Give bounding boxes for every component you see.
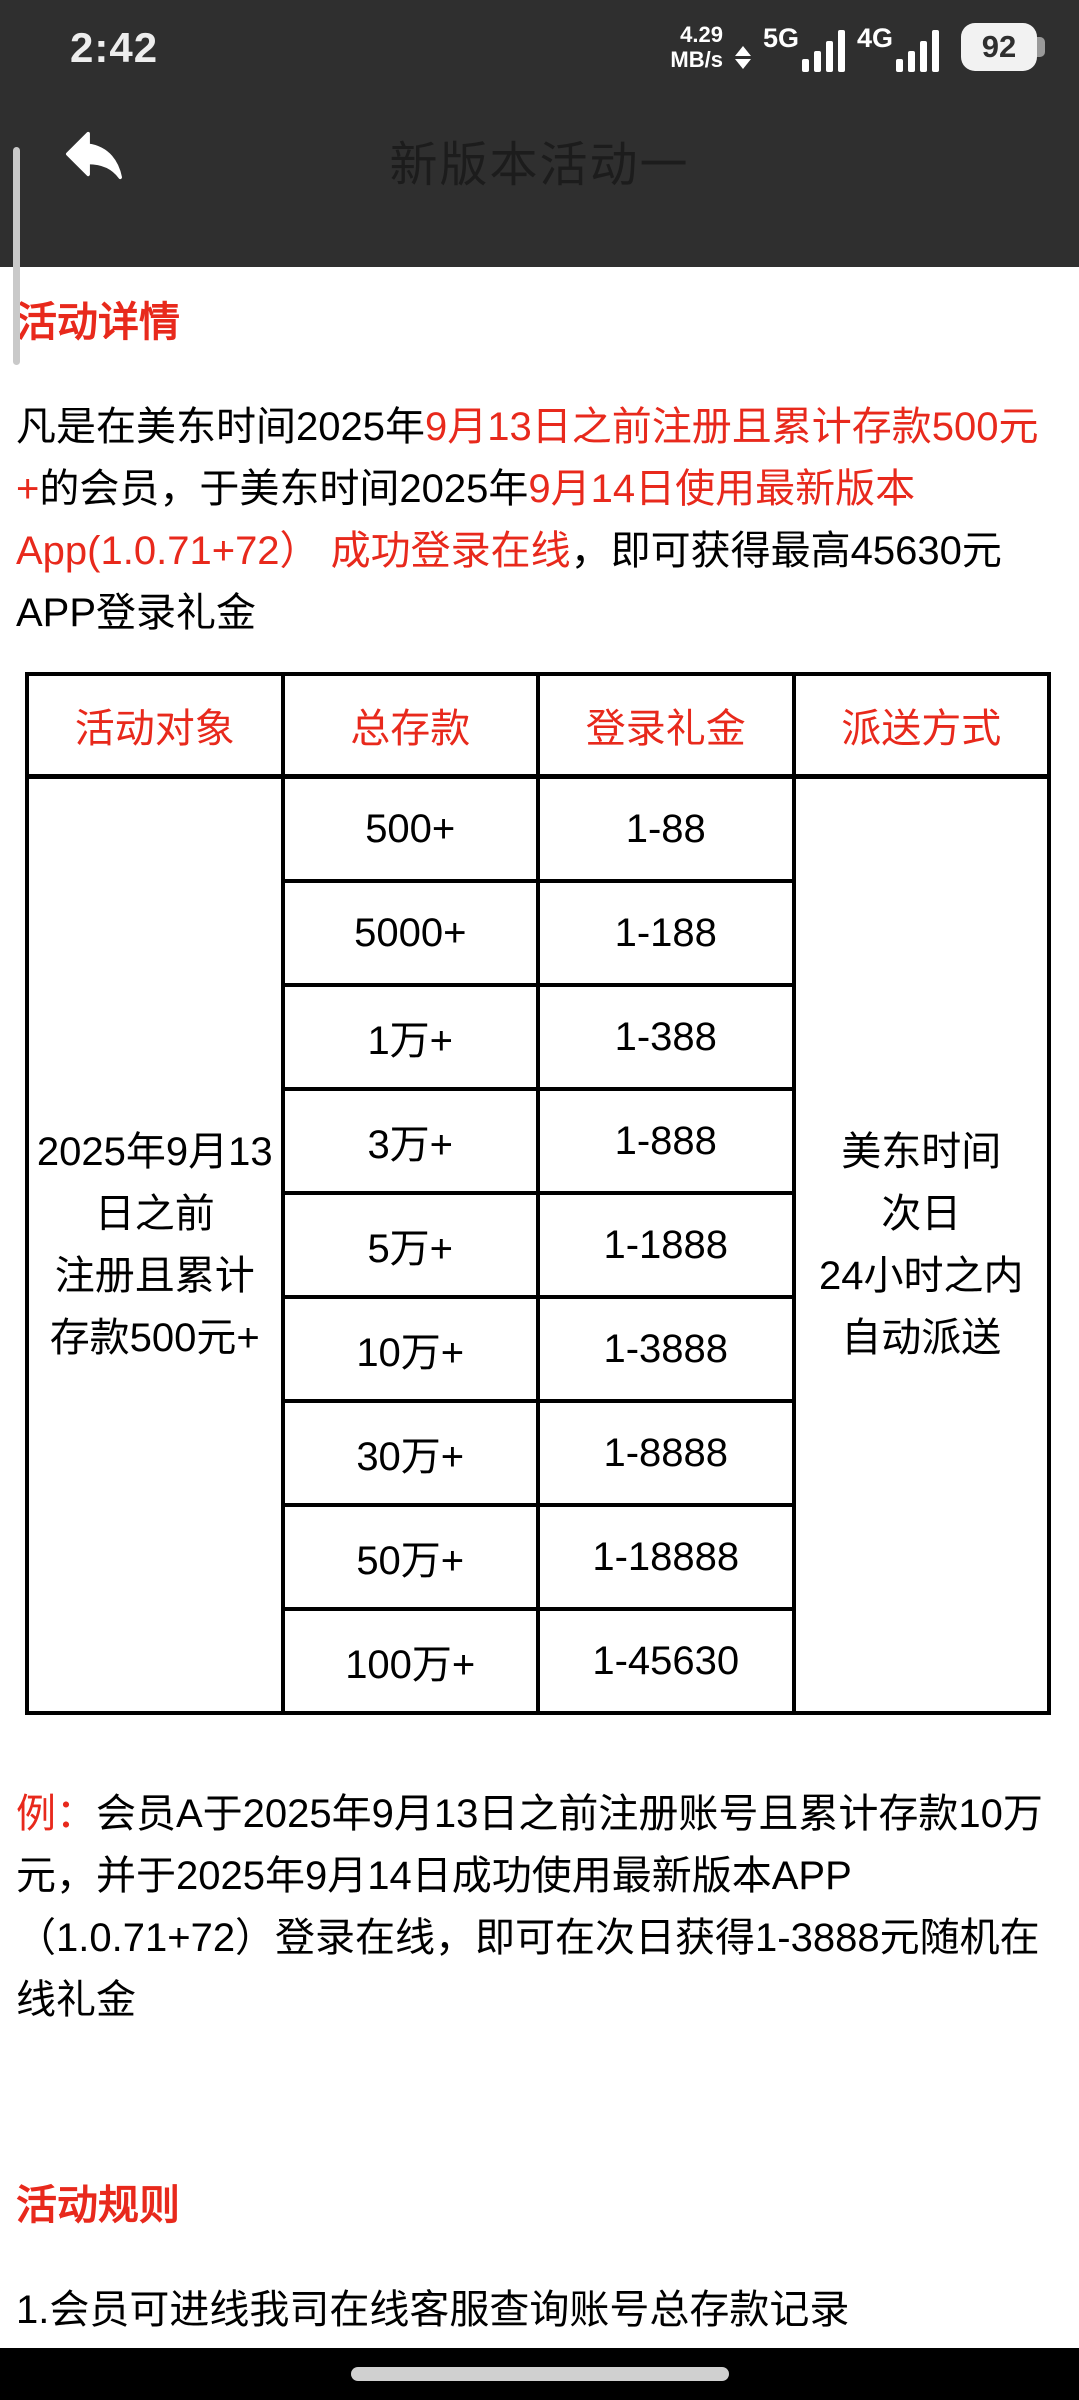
delivery-cell: 美东时间 次日 24小时之内 自动派送: [791, 774, 1051, 1715]
scrollbar-thumb[interactable]: [13, 147, 20, 365]
text-segment: ，即可获得最高45630元APP登录礼金: [16, 529, 1002, 635]
bonus-cell: 1-388: [536, 983, 796, 1091]
table-row: 2025年9月13日之前 注册且累计存款500元+ 500+ 1-88 美东时间 次日 24…: [25, 774, 1051, 1715]
page-title: 新版本活动一: [389, 139, 690, 192]
sim1-label: 5G: [762, 23, 799, 53]
deposit-cell: 1万+: [280, 983, 540, 1091]
rules-heading: 活动规则: [16, 2182, 180, 2228]
bonus-cell: 1-8888: [536, 1399, 796, 1507]
battery-level: 92: [981, 29, 1017, 64]
back-button[interactable]: [57, 119, 131, 189]
text-segment: 的会员，于美东时间2025年: [39, 467, 529, 511]
speed-unit: MB/s: [670, 47, 723, 72]
sim2-network: 4G: [857, 25, 939, 72]
sim2-label: 4G: [856, 23, 893, 53]
deposit-cell: 100万+: [280, 1607, 540, 1715]
deposit-cell: 5000+: [280, 879, 540, 987]
status-bar: 2:42 4.29 MB/s 5G: [0, 0, 1079, 72]
nav-header: 新版本活动一: [0, 97, 1079, 217]
table-header-row: 活动对象 总存款 登录礼金 派送方式: [25, 672, 1051, 779]
deposit-cell: 5万+: [280, 1191, 540, 1299]
bonus-cell: 1-888: [536, 1087, 796, 1195]
col-header-delivery: 派送方式: [791, 672, 1051, 779]
table-row: 100万+ 1-45630: [27, 1607, 1049, 1715]
text-segment: 会员A于2025年9月13日之前注册账号且累计存款10万元，并于2025年9月1…: [16, 1792, 1043, 2022]
col-header-bonus: 登录礼金: [536, 672, 796, 779]
bonus-cell: 1-88: [536, 774, 796, 883]
status-time: 2:42: [70, 24, 159, 71]
deposit-cell: 3万+: [280, 1087, 540, 1195]
table-row: 10万+ 1-3888: [27, 1295, 1049, 1403]
table-row: 30万+ 1-8888: [27, 1399, 1049, 1507]
rules-list: 1.会员可进线我司在线客服查询账号总存款记录: [16, 2285, 1063, 2335]
activity-content: 活动详情 凡是在美东时间2025年9月13日之前注册且累计存款500元+的会员，…: [0, 267, 1079, 2335]
battery-indicator: 92: [961, 23, 1045, 71]
col-header-audience: 活动对象: [25, 672, 285, 779]
sim1-network: 5G: [763, 25, 845, 72]
activity-intro: 凡是在美东时间2025年9月13日之前注册且累计存款500元+的会员，于美东时间…: [16, 396, 1063, 644]
data-updown-arrows-icon: [734, 46, 751, 69]
rule-item: 1.会员可进线我司在线客服查询账号总存款记录: [16, 2288, 850, 2332]
col-header-deposit: 总存款: [280, 672, 540, 779]
deposit-cell: 30万+: [280, 1399, 540, 1507]
deposit-cell: 500+: [280, 774, 540, 883]
table-row: 5000+ 1-188: [27, 879, 1049, 987]
text-segment: 凡是在美东时间2025年: [16, 405, 425, 449]
table-row: 5万+ 1-1888: [27, 1191, 1049, 1299]
bonus-cell: 1-45630: [536, 1607, 796, 1715]
download-arrow-icon: [734, 59, 751, 69]
example-paragraph: 例：会员A于2025年9月13日之前注册账号且累计存款10万元，并于2025年9…: [16, 1783, 1063, 2031]
bonus-table: 活动对象 总存款 登录礼金 派送方式 2025年9月13日之前 注册且累计存款50…: [25, 672, 1051, 1715]
bonus-cell: 1-18888: [536, 1503, 796, 1611]
text-segment: 例：: [16, 1792, 96, 1836]
upload-arrow-icon: [734, 46, 751, 56]
system-nav-bar: [0, 2348, 1079, 2400]
table-row: 3万+ 1-888: [27, 1087, 1049, 1195]
signal-bars-icon: [896, 30, 939, 72]
deposit-cell: 10万+: [280, 1295, 540, 1403]
bonus-cell: 1-188: [536, 879, 796, 987]
details-heading: 活动详情: [16, 299, 180, 345]
battery-nub: [1037, 37, 1045, 57]
text-segment: 9月14日使用最新版本App(1.0.71+72） 成功登录在线: [16, 467, 916, 573]
bonus-cell: 1-1888: [536, 1191, 796, 1299]
top-chrome: 2:42 4.29 MB/s 5G: [0, 0, 1079, 267]
status-icons: 4.29 MB/s 5G: [670, 22, 1045, 72]
text-segment: 9月13日之前注册且累计存款500元+: [16, 405, 1039, 511]
table-row: 1万+ 1-388: [27, 983, 1049, 1091]
table-row: 50万+ 1-18888: [27, 1503, 1049, 1611]
home-indicator[interactable]: [350, 2367, 729, 2381]
bonus-cell: 1-3888: [536, 1295, 796, 1403]
network-speed: 4.29 MB/s: [670, 22, 723, 72]
signal-bars-icon: [801, 30, 845, 72]
audience-cell: 2025年9月13日之前 注册且累计存款500元+: [25, 774, 285, 1715]
speed-value: 4.29: [680, 22, 723, 47]
deposit-cell: 50万+: [280, 1503, 540, 1611]
